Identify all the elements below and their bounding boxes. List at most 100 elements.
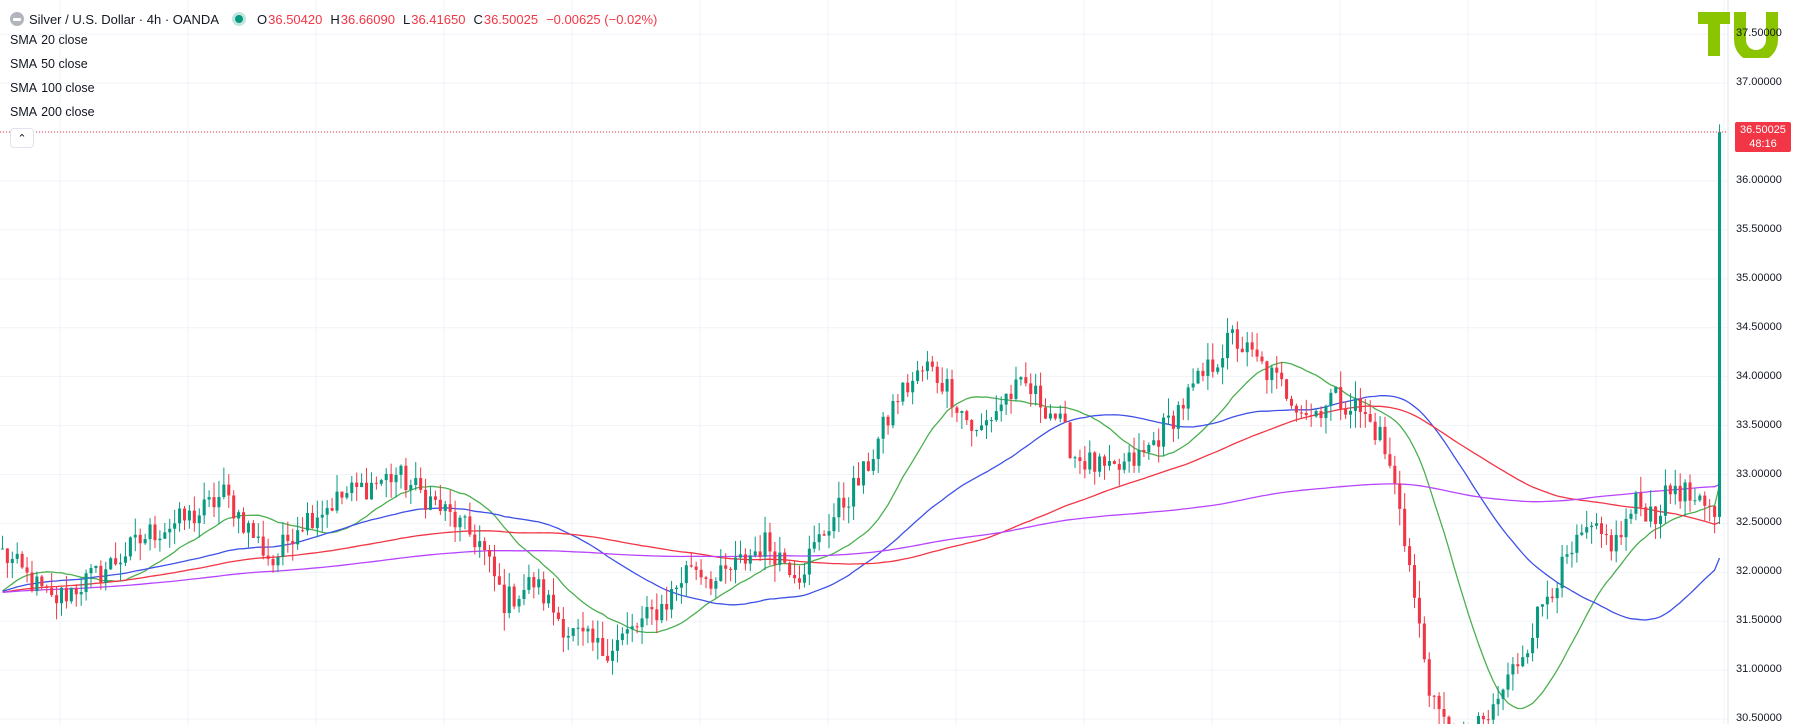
indicator-sma-100[interactable]: SMA 100 close (10, 76, 665, 100)
candle (1560, 544, 1564, 598)
candle-body (1501, 689, 1505, 699)
candle (1196, 367, 1200, 385)
candle (182, 506, 187, 530)
candle (384, 468, 388, 498)
candle-body (414, 478, 418, 485)
candle (881, 411, 885, 454)
symbol-row: Silver / U.S. Dollar · 4h · OANDA O36.50… (10, 10, 665, 28)
candle-body (1658, 515, 1663, 525)
candle (1358, 387, 1362, 428)
candle-body (1668, 485, 1672, 495)
candle (512, 583, 516, 610)
candle-body (163, 532, 167, 539)
candle-body (1693, 500, 1697, 502)
candle (960, 410, 964, 430)
collapse-legend-button[interactable]: ⌃ (10, 128, 34, 148)
indicator-sma-50[interactable]: SMA 50 close (10, 52, 665, 76)
candle-body (1565, 554, 1569, 557)
candle (261, 520, 265, 560)
candle-body (424, 489, 428, 510)
candle-body (315, 517, 319, 529)
candle-body (512, 586, 516, 607)
symbol-title[interactable]: Silver / U.S. Dollar · 4h · OANDA (29, 11, 219, 27)
candle (1368, 400, 1372, 423)
candle (1014, 366, 1018, 402)
candle-body (999, 404, 1003, 412)
candle (1496, 685, 1500, 716)
candle-body (1654, 506, 1658, 525)
candle (222, 467, 226, 500)
candle-body (1235, 329, 1239, 349)
candle (847, 497, 851, 524)
candle (1427, 652, 1431, 707)
candle-body (433, 496, 437, 500)
candle-body (645, 607, 649, 619)
candle-body (30, 572, 34, 592)
candle (0, 535, 4, 550)
ohlc-value-h: 36.66090 (340, 11, 395, 27)
candle (1280, 361, 1284, 387)
candle-body (1526, 653, 1530, 658)
candle (1585, 510, 1589, 539)
candle (1486, 709, 1490, 724)
indicator-params: 50 close (41, 57, 88, 71)
candle (729, 566, 733, 582)
candle (1614, 520, 1618, 563)
candle (1718, 124, 1722, 524)
candle (1319, 406, 1323, 427)
candle (173, 509, 177, 545)
candle (1511, 657, 1515, 691)
candle (1629, 509, 1633, 524)
candle (350, 476, 354, 502)
candle (502, 568, 506, 631)
candle-body (1068, 422, 1072, 458)
candle (1703, 491, 1707, 521)
candle-body (1368, 414, 1372, 422)
candle (1673, 469, 1677, 505)
candle (424, 478, 428, 519)
candle-body (1186, 387, 1190, 409)
candle (1142, 440, 1146, 458)
candle-body (502, 584, 506, 614)
candle-body (1595, 523, 1599, 526)
candle-body (94, 565, 98, 569)
candle-body (360, 482, 364, 488)
candle-body (650, 607, 654, 610)
candle-body (655, 609, 659, 621)
price-tick-label: 34.50000 (1736, 320, 1782, 333)
candle-body (827, 531, 831, 536)
candle-body (660, 603, 664, 621)
candle-body (699, 569, 703, 578)
candle (1540, 604, 1544, 617)
candle (1590, 522, 1594, 544)
candle-body (763, 532, 767, 557)
indicator-sma-20[interactable]: SMA 20 close (10, 28, 665, 52)
candle-body (237, 512, 241, 519)
silver-symbol-icon[interactable] (10, 12, 24, 26)
candle-body (1103, 456, 1107, 466)
candle-body (1230, 329, 1234, 333)
candle-body (527, 577, 531, 590)
candle (1698, 493, 1702, 502)
candle-body (1339, 387, 1343, 409)
candle-body (138, 534, 142, 544)
candle (1349, 393, 1353, 429)
candle (99, 560, 103, 590)
candle (807, 535, 811, 585)
candle-body (1555, 588, 1559, 599)
candle-body (714, 580, 718, 589)
candle (517, 595, 521, 613)
candle-body (876, 438, 880, 460)
candle-body (369, 482, 373, 500)
candle (650, 599, 654, 626)
candle-body (99, 565, 103, 583)
candle-body (694, 566, 698, 570)
candle-body (1432, 695, 1436, 697)
candle (1117, 458, 1121, 486)
indicator-sma-200[interactable]: SMA 200 close (10, 100, 665, 124)
ohlc-values: O36.50420 H36.66090 L36.41650 C36.50025 −0.0… (257, 12, 665, 27)
candle (1043, 398, 1048, 420)
candle (433, 490, 437, 506)
